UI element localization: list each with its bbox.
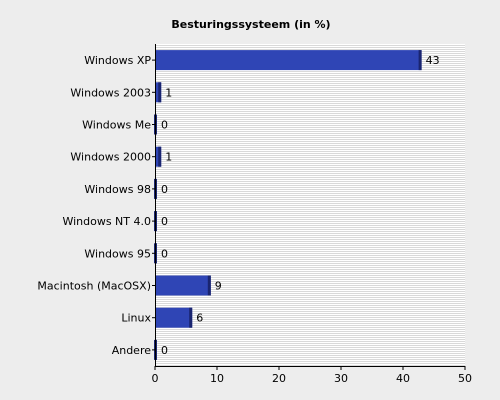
x-tick-label: 20: [272, 372, 286, 385]
data-label: 6: [196, 312, 203, 325]
data-label: 0: [161, 344, 168, 357]
category-label: Windows Me: [82, 119, 151, 132]
bar: [155, 146, 162, 167]
bar: [155, 82, 162, 103]
bar-edge: [158, 146, 162, 167]
data-label: 0: [161, 247, 168, 260]
category-label: Macintosh (MacOSX): [37, 280, 151, 293]
category-label: Windows NT 4.0: [62, 215, 151, 228]
category-label: Windows XP: [84, 54, 151, 67]
data-label: 9: [215, 280, 222, 293]
x-tick-label: 0: [152, 372, 159, 385]
category-label: Windows 95: [84, 247, 151, 260]
x-tick-label: 50: [458, 372, 472, 385]
bar: [155, 307, 193, 328]
bar: [155, 50, 422, 71]
data-label: 1: [165, 86, 172, 99]
bar: [155, 275, 211, 296]
data-label: 0: [161, 119, 168, 132]
category-label: Windows 98: [84, 183, 151, 196]
plot-area: [155, 44, 465, 366]
x-tick-label: 40: [396, 372, 410, 385]
data-label: 43: [426, 54, 440, 67]
bar-edge: [158, 82, 162, 103]
x-tick-label: 10: [210, 372, 224, 385]
bar-edge: [189, 307, 193, 328]
data-label: 0: [161, 215, 168, 228]
bar-edge: [418, 50, 422, 71]
category-label: Windows 2000: [70, 151, 151, 164]
bar-edge: [207, 275, 211, 296]
category-label: Andere: [112, 344, 152, 357]
category-label: Linux: [121, 312, 151, 325]
data-label: 0: [161, 183, 168, 196]
data-label: 1: [165, 151, 172, 164]
x-tick-label: 30: [334, 372, 348, 385]
category-label: Windows 2003: [70, 86, 151, 99]
chart-title: Besturingssysteem (in %): [171, 18, 330, 31]
